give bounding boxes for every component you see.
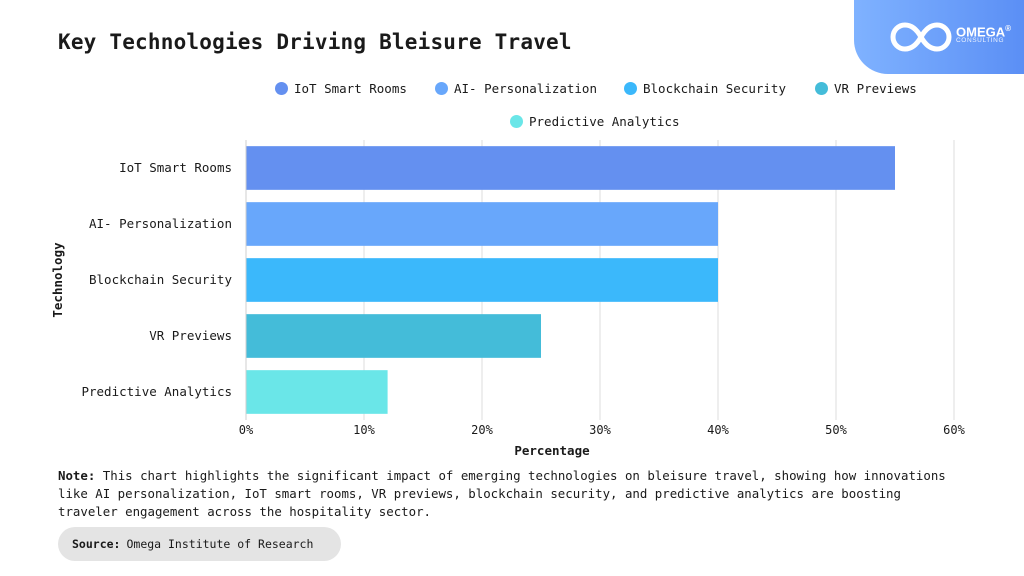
- source-label: Source:: [72, 537, 121, 551]
- legend-label: AI- Personalization: [454, 81, 597, 96]
- brand-logo: OMEGA® CONSULTING: [854, 0, 1024, 74]
- note-text: This chart highlights the significant im…: [58, 468, 946, 519]
- logo-wordmark: OMEGA®: [956, 24, 1012, 40]
- legend-swatch: [815, 82, 828, 95]
- legend-swatch: [275, 82, 288, 95]
- x-tick-label: 60%: [943, 423, 965, 437]
- note-label: Note:: [58, 468, 96, 483]
- legend-swatch: [624, 82, 637, 95]
- infinity-logo-icon: [890, 22, 952, 52]
- bar-chart: 0% 10% 20% 30% 40% 50% 60% IoT Smart Rooms AI- P…: [50, 140, 966, 458]
- legend-item-ai-personalization: AI- Personalization: [435, 81, 597, 96]
- legend-item-predictive-analytics: Predictive Analytics: [510, 114, 680, 129]
- legend-label: IoT Smart Rooms: [294, 81, 407, 96]
- x-tick-label: 50%: [825, 423, 847, 437]
- legend-label: VR Previews: [834, 81, 917, 96]
- bar: [246, 314, 541, 358]
- y-tick-label: IoT Smart Rooms: [119, 160, 232, 175]
- x-tick-label: 0%: [239, 423, 254, 437]
- x-axis-title: Percentage: [514, 443, 590, 458]
- source-badge: Source: Omega Institute of Research: [58, 527, 341, 561]
- y-axis-title: Technology: [50, 242, 65, 318]
- x-tick-label: 20%: [471, 423, 493, 437]
- chart-title: Key Technologies Driving Bleisure Travel: [58, 30, 572, 54]
- legend-swatch: [435, 82, 448, 95]
- x-tick-label: 40%: [707, 423, 729, 437]
- y-tick-label: Predictive Analytics: [81, 384, 232, 399]
- legend-label: Blockchain Security: [643, 81, 786, 96]
- logo-subtitle: CONSULTING: [956, 37, 1005, 44]
- legend-label: Predictive Analytics: [529, 114, 680, 129]
- x-tick-label: 10%: [353, 423, 375, 437]
- legend-swatch: [510, 115, 523, 128]
- y-tick-label: VR Previews: [149, 328, 232, 343]
- legend-item-iot-smart-rooms: IoT Smart Rooms: [275, 81, 407, 96]
- source-text: Omega Institute of Research: [126, 537, 314, 551]
- chart-note: Note: This chart highlights the signific…: [58, 467, 968, 521]
- y-tick-label: AI- Personalization: [89, 216, 232, 231]
- bar: [246, 146, 895, 190]
- bar: [246, 258, 718, 302]
- legend-item-vr-previews: VR Previews: [815, 81, 917, 96]
- bar: [246, 202, 718, 246]
- x-tick-label: 30%: [589, 423, 611, 437]
- legend-item-blockchain-security: Blockchain Security: [624, 81, 786, 96]
- bar: [246, 370, 388, 414]
- y-tick-label: Blockchain Security: [89, 272, 232, 287]
